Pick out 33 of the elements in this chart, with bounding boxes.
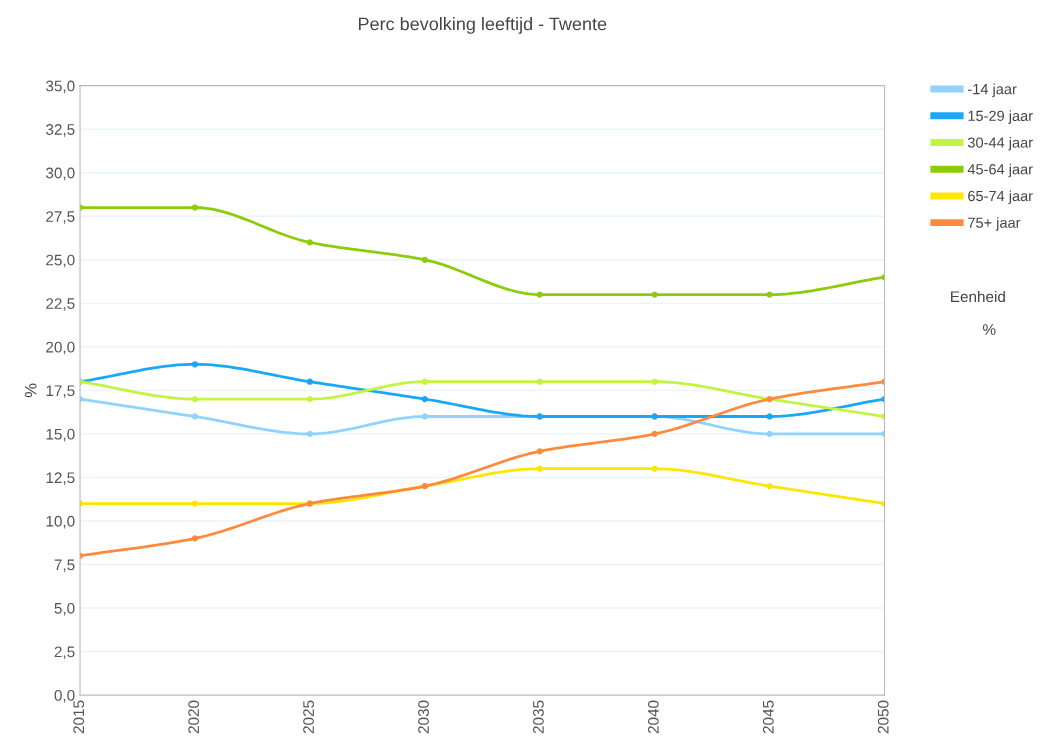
x-tick-label: 2050	[877, 700, 889, 734]
legend-label: 75+ jaar	[968, 217, 1021, 231]
legend-label: -14 jaar	[968, 83, 1017, 98]
legend-label: 30-44 jaar	[967, 137, 1033, 151]
y-tick-label: 32,5	[46, 124, 75, 137]
y-tick-label: 2,5	[54, 646, 75, 660]
y-tick-label: 15,0	[46, 428, 75, 442]
legend-label: 65-74 jaar	[968, 190, 1033, 205]
y-tick-label: 20,0	[46, 341, 75, 355]
x-tick-label: 2045	[762, 700, 774, 734]
y-tick-label: 0,0	[54, 689, 75, 703]
y-axis-title: %	[24, 383, 37, 398]
x-tick-label: 2030	[418, 700, 429, 734]
text: Eenheid	[951, 290, 1005, 303]
x-tick-label: 2035	[533, 700, 544, 734]
y-tick-label: 5,0	[54, 602, 75, 616]
y-tick-label: 17,5	[46, 385, 75, 398]
legend-label: 15-29 jaar	[968, 110, 1033, 124]
y-tick-label: 12,5	[46, 472, 75, 485]
y-tick-label: 30,0	[46, 167, 75, 181]
chart-title: Perc bevolking leeftijd - Twente	[358, 17, 607, 34]
legend-label: 45-64 jaar	[967, 163, 1033, 178]
y-tick-label: 27,5	[46, 211, 75, 224]
y-tick-label: 10,0	[46, 515, 75, 529]
text: %	[982, 324, 996, 335]
y-tick-label: 35,0	[46, 80, 75, 94]
x-tick-label: 2020	[188, 700, 200, 734]
y-tick-label: 25,0	[46, 254, 75, 268]
x-tick-label: 2015	[73, 700, 85, 734]
y-tick-label: 22,5	[46, 298, 75, 311]
x-tick-label: 2025	[303, 700, 314, 734]
x-tick-label: 2040	[647, 700, 659, 734]
y-tick-label: 7,5	[54, 559, 75, 572]
